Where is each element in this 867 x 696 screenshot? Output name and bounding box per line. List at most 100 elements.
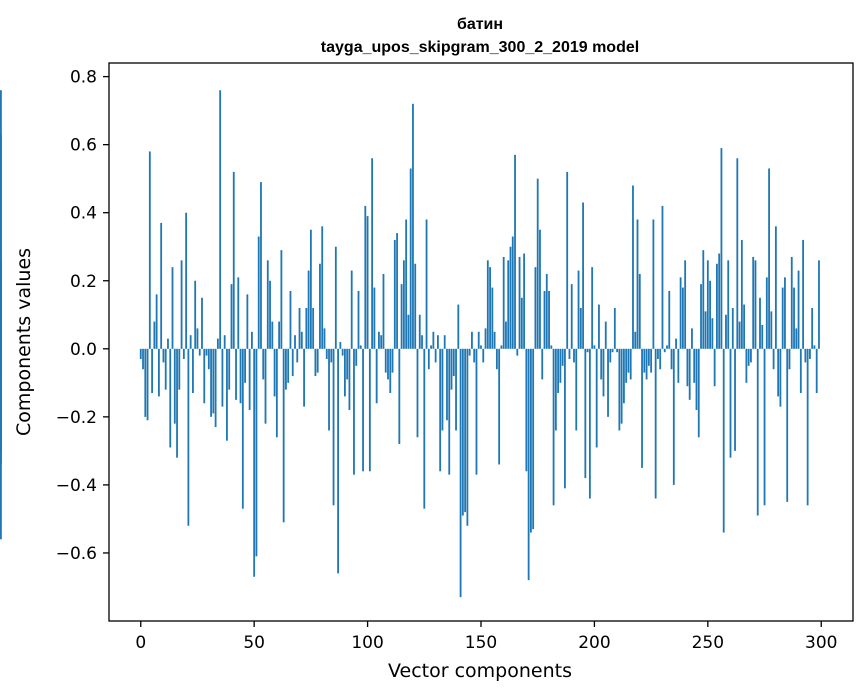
bar <box>330 348 333 363</box>
bar <box>611 348 614 353</box>
bar <box>702 250 705 349</box>
bar <box>509 246 512 349</box>
bar <box>244 348 246 383</box>
bar <box>586 348 589 353</box>
bar <box>473 348 476 363</box>
bar <box>337 348 339 574</box>
bar <box>804 348 807 363</box>
bar <box>591 267 594 349</box>
bar <box>300 331 303 349</box>
bar <box>670 348 673 370</box>
bar <box>391 348 394 373</box>
bar <box>484 328 487 349</box>
bar <box>602 348 605 397</box>
bar <box>194 280 197 349</box>
bar <box>734 348 736 451</box>
bar <box>632 185 634 349</box>
bar <box>593 345 596 349</box>
bar <box>230 284 233 349</box>
bar <box>607 348 609 417</box>
bar <box>777 348 780 397</box>
bar <box>598 304 600 349</box>
bar <box>158 348 160 397</box>
bar <box>520 297 523 349</box>
bar <box>185 212 188 349</box>
x-tick-label: 200 <box>578 633 610 653</box>
bar <box>779 348 782 407</box>
bar <box>514 154 516 349</box>
bar <box>627 348 630 373</box>
bar <box>328 348 330 431</box>
bar <box>219 90 222 349</box>
bar <box>357 290 360 349</box>
bar <box>210 348 212 417</box>
bar <box>623 348 625 404</box>
bar <box>260 182 262 349</box>
x-tick-label: 50 <box>243 633 265 653</box>
bar <box>232 171 235 349</box>
bar <box>323 328 326 349</box>
bar <box>375 348 378 404</box>
bar <box>282 348 285 523</box>
bar <box>561 348 564 366</box>
y-tick-label: 0.6 <box>70 136 97 156</box>
bar <box>314 348 317 377</box>
bar <box>443 335 446 349</box>
bar <box>407 314 410 349</box>
bar <box>400 284 403 349</box>
bar <box>557 348 560 394</box>
x-axis-label: Vector components <box>388 660 572 682</box>
bar <box>402 260 405 349</box>
bar <box>657 348 659 360</box>
bar <box>818 260 820 349</box>
bar <box>176 348 178 458</box>
bar <box>384 348 387 373</box>
bar <box>695 348 698 411</box>
bar-series <box>0 90 820 598</box>
bar <box>505 321 507 349</box>
bar <box>582 202 584 349</box>
x-tick-label: 100 <box>351 633 383 653</box>
bar <box>439 348 442 472</box>
bar <box>745 348 748 383</box>
bar <box>466 348 469 526</box>
bar <box>799 348 802 394</box>
bar <box>634 331 637 349</box>
bar <box>139 348 142 360</box>
bar <box>280 250 283 349</box>
bar <box>609 348 612 363</box>
bar <box>421 335 423 349</box>
bar <box>0 297 2 349</box>
bar <box>296 348 299 363</box>
bar <box>459 348 462 598</box>
bar <box>530 348 532 533</box>
bar <box>790 256 793 349</box>
bar <box>167 338 169 349</box>
bar <box>548 290 550 349</box>
bar <box>759 297 761 349</box>
bar <box>207 348 210 370</box>
bar <box>645 348 648 380</box>
chart-title: батин <box>457 16 503 33</box>
bar <box>316 348 319 373</box>
bar <box>169 348 172 448</box>
bar <box>423 348 426 509</box>
bar <box>344 348 346 397</box>
bar <box>729 348 732 458</box>
bar <box>303 348 305 407</box>
bar <box>262 348 265 380</box>
bar <box>455 348 457 431</box>
bar <box>525 348 528 472</box>
y-axis-label: Components values <box>13 248 35 436</box>
bar <box>471 331 473 349</box>
bar <box>405 219 408 349</box>
bar <box>309 229 312 349</box>
bar <box>339 342 342 349</box>
bar <box>577 270 580 349</box>
bar <box>212 348 215 414</box>
bar <box>641 348 643 468</box>
bar <box>189 335 192 349</box>
bar <box>446 348 448 421</box>
bar <box>393 239 396 349</box>
bar <box>271 321 274 349</box>
